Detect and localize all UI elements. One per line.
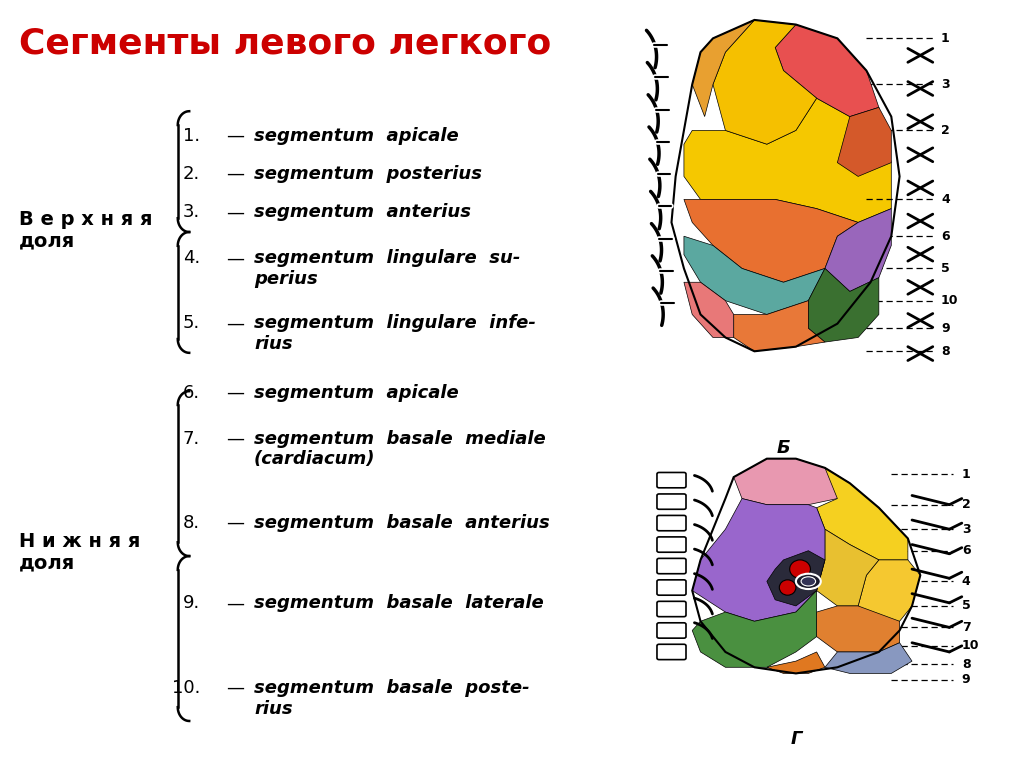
Polygon shape	[692, 499, 825, 621]
Text: segmentum  lingulare  infe-
rius: segmentum lingulare infe- rius	[254, 314, 536, 354]
Text: 6: 6	[941, 230, 949, 242]
Polygon shape	[692, 20, 755, 117]
Ellipse shape	[801, 577, 815, 586]
Text: Н и ж н я я
доля: Н и ж н я я доля	[19, 532, 140, 573]
Text: 7.: 7.	[182, 430, 200, 447]
Text: 6.: 6.	[183, 384, 200, 401]
Text: 4: 4	[962, 575, 971, 588]
Text: 10.: 10.	[172, 679, 200, 696]
Text: 4.: 4.	[182, 249, 200, 267]
Text: segmentum  anterius: segmentum anterius	[254, 203, 471, 221]
Polygon shape	[684, 282, 733, 337]
Text: segmentum  apicale: segmentum apicale	[254, 384, 459, 401]
Ellipse shape	[779, 580, 796, 595]
FancyBboxPatch shape	[657, 623, 686, 638]
Polygon shape	[858, 560, 921, 621]
Text: 9.: 9.	[182, 594, 200, 612]
Text: 3: 3	[941, 78, 949, 91]
Polygon shape	[825, 643, 912, 673]
Polygon shape	[767, 551, 825, 606]
Text: 5: 5	[962, 600, 971, 612]
FancyBboxPatch shape	[657, 537, 686, 552]
Text: 5: 5	[941, 262, 950, 275]
Text: —: —	[226, 679, 244, 696]
Text: 7: 7	[962, 621, 971, 634]
Polygon shape	[684, 199, 858, 282]
Polygon shape	[733, 301, 825, 351]
Polygon shape	[808, 268, 879, 342]
Polygon shape	[817, 606, 900, 652]
Text: —: —	[226, 430, 244, 447]
Text: segmentum  apicale: segmentum apicale	[254, 127, 459, 144]
FancyBboxPatch shape	[657, 494, 686, 509]
Text: 2: 2	[941, 124, 950, 137]
Text: segmentum  basale  poste-
rius: segmentum basale poste- rius	[254, 679, 529, 718]
Polygon shape	[692, 591, 817, 667]
Text: segmentum  basale  mediale
(cardiacum): segmentum basale mediale (cardiacum)	[254, 430, 546, 469]
Text: segmentum  basale  anterius: segmentum basale anterius	[254, 514, 550, 532]
Text: 5.: 5.	[182, 314, 200, 332]
Text: 10: 10	[941, 295, 958, 307]
Text: segmentum  basale  laterale: segmentum basale laterale	[254, 594, 544, 612]
Text: —: —	[226, 127, 244, 144]
Polygon shape	[817, 468, 908, 560]
Text: 10: 10	[962, 640, 979, 652]
Text: 1: 1	[941, 32, 950, 44]
Text: —: —	[226, 165, 244, 183]
Text: 2: 2	[962, 499, 971, 511]
Text: 2.: 2.	[182, 165, 200, 183]
Text: Сегменты левого легкого: Сегменты левого легкого	[19, 27, 551, 61]
Text: segmentum  posterius: segmentum posterius	[254, 165, 482, 183]
Text: 6: 6	[962, 545, 971, 557]
Text: —: —	[226, 314, 244, 332]
Text: 3.: 3.	[182, 203, 200, 221]
Text: —: —	[226, 249, 244, 267]
FancyBboxPatch shape	[657, 515, 686, 531]
Text: 8: 8	[941, 345, 949, 357]
Text: segmentum  lingulare  su-
perius: segmentum lingulare su- perius	[254, 249, 520, 288]
Text: Б: Б	[776, 439, 791, 456]
Text: 8: 8	[962, 658, 971, 670]
FancyBboxPatch shape	[657, 558, 686, 574]
Polygon shape	[838, 107, 891, 176]
Polygon shape	[713, 20, 817, 144]
FancyBboxPatch shape	[657, 472, 686, 488]
Polygon shape	[775, 25, 879, 117]
Polygon shape	[684, 236, 825, 314]
FancyBboxPatch shape	[657, 580, 686, 595]
Ellipse shape	[796, 574, 821, 589]
Text: 9: 9	[941, 322, 949, 334]
Polygon shape	[825, 209, 891, 291]
Polygon shape	[684, 98, 891, 222]
Text: —: —	[226, 203, 244, 221]
Polygon shape	[733, 459, 850, 505]
Text: —: —	[226, 594, 244, 612]
Text: 1: 1	[962, 468, 971, 480]
FancyBboxPatch shape	[657, 644, 686, 660]
Text: 8.: 8.	[183, 514, 200, 532]
Text: 3: 3	[962, 523, 971, 535]
Polygon shape	[767, 652, 825, 673]
Ellipse shape	[790, 560, 810, 578]
Polygon shape	[817, 529, 879, 606]
FancyBboxPatch shape	[657, 601, 686, 617]
Text: —: —	[226, 384, 244, 401]
Text: Г: Г	[791, 730, 802, 748]
Text: 9: 9	[962, 673, 971, 686]
Text: 4: 4	[941, 193, 950, 206]
Text: В е р х н я я
доля: В е р х н я я доля	[19, 209, 153, 251]
Text: —: —	[226, 514, 244, 532]
Text: 1.: 1.	[183, 127, 200, 144]
